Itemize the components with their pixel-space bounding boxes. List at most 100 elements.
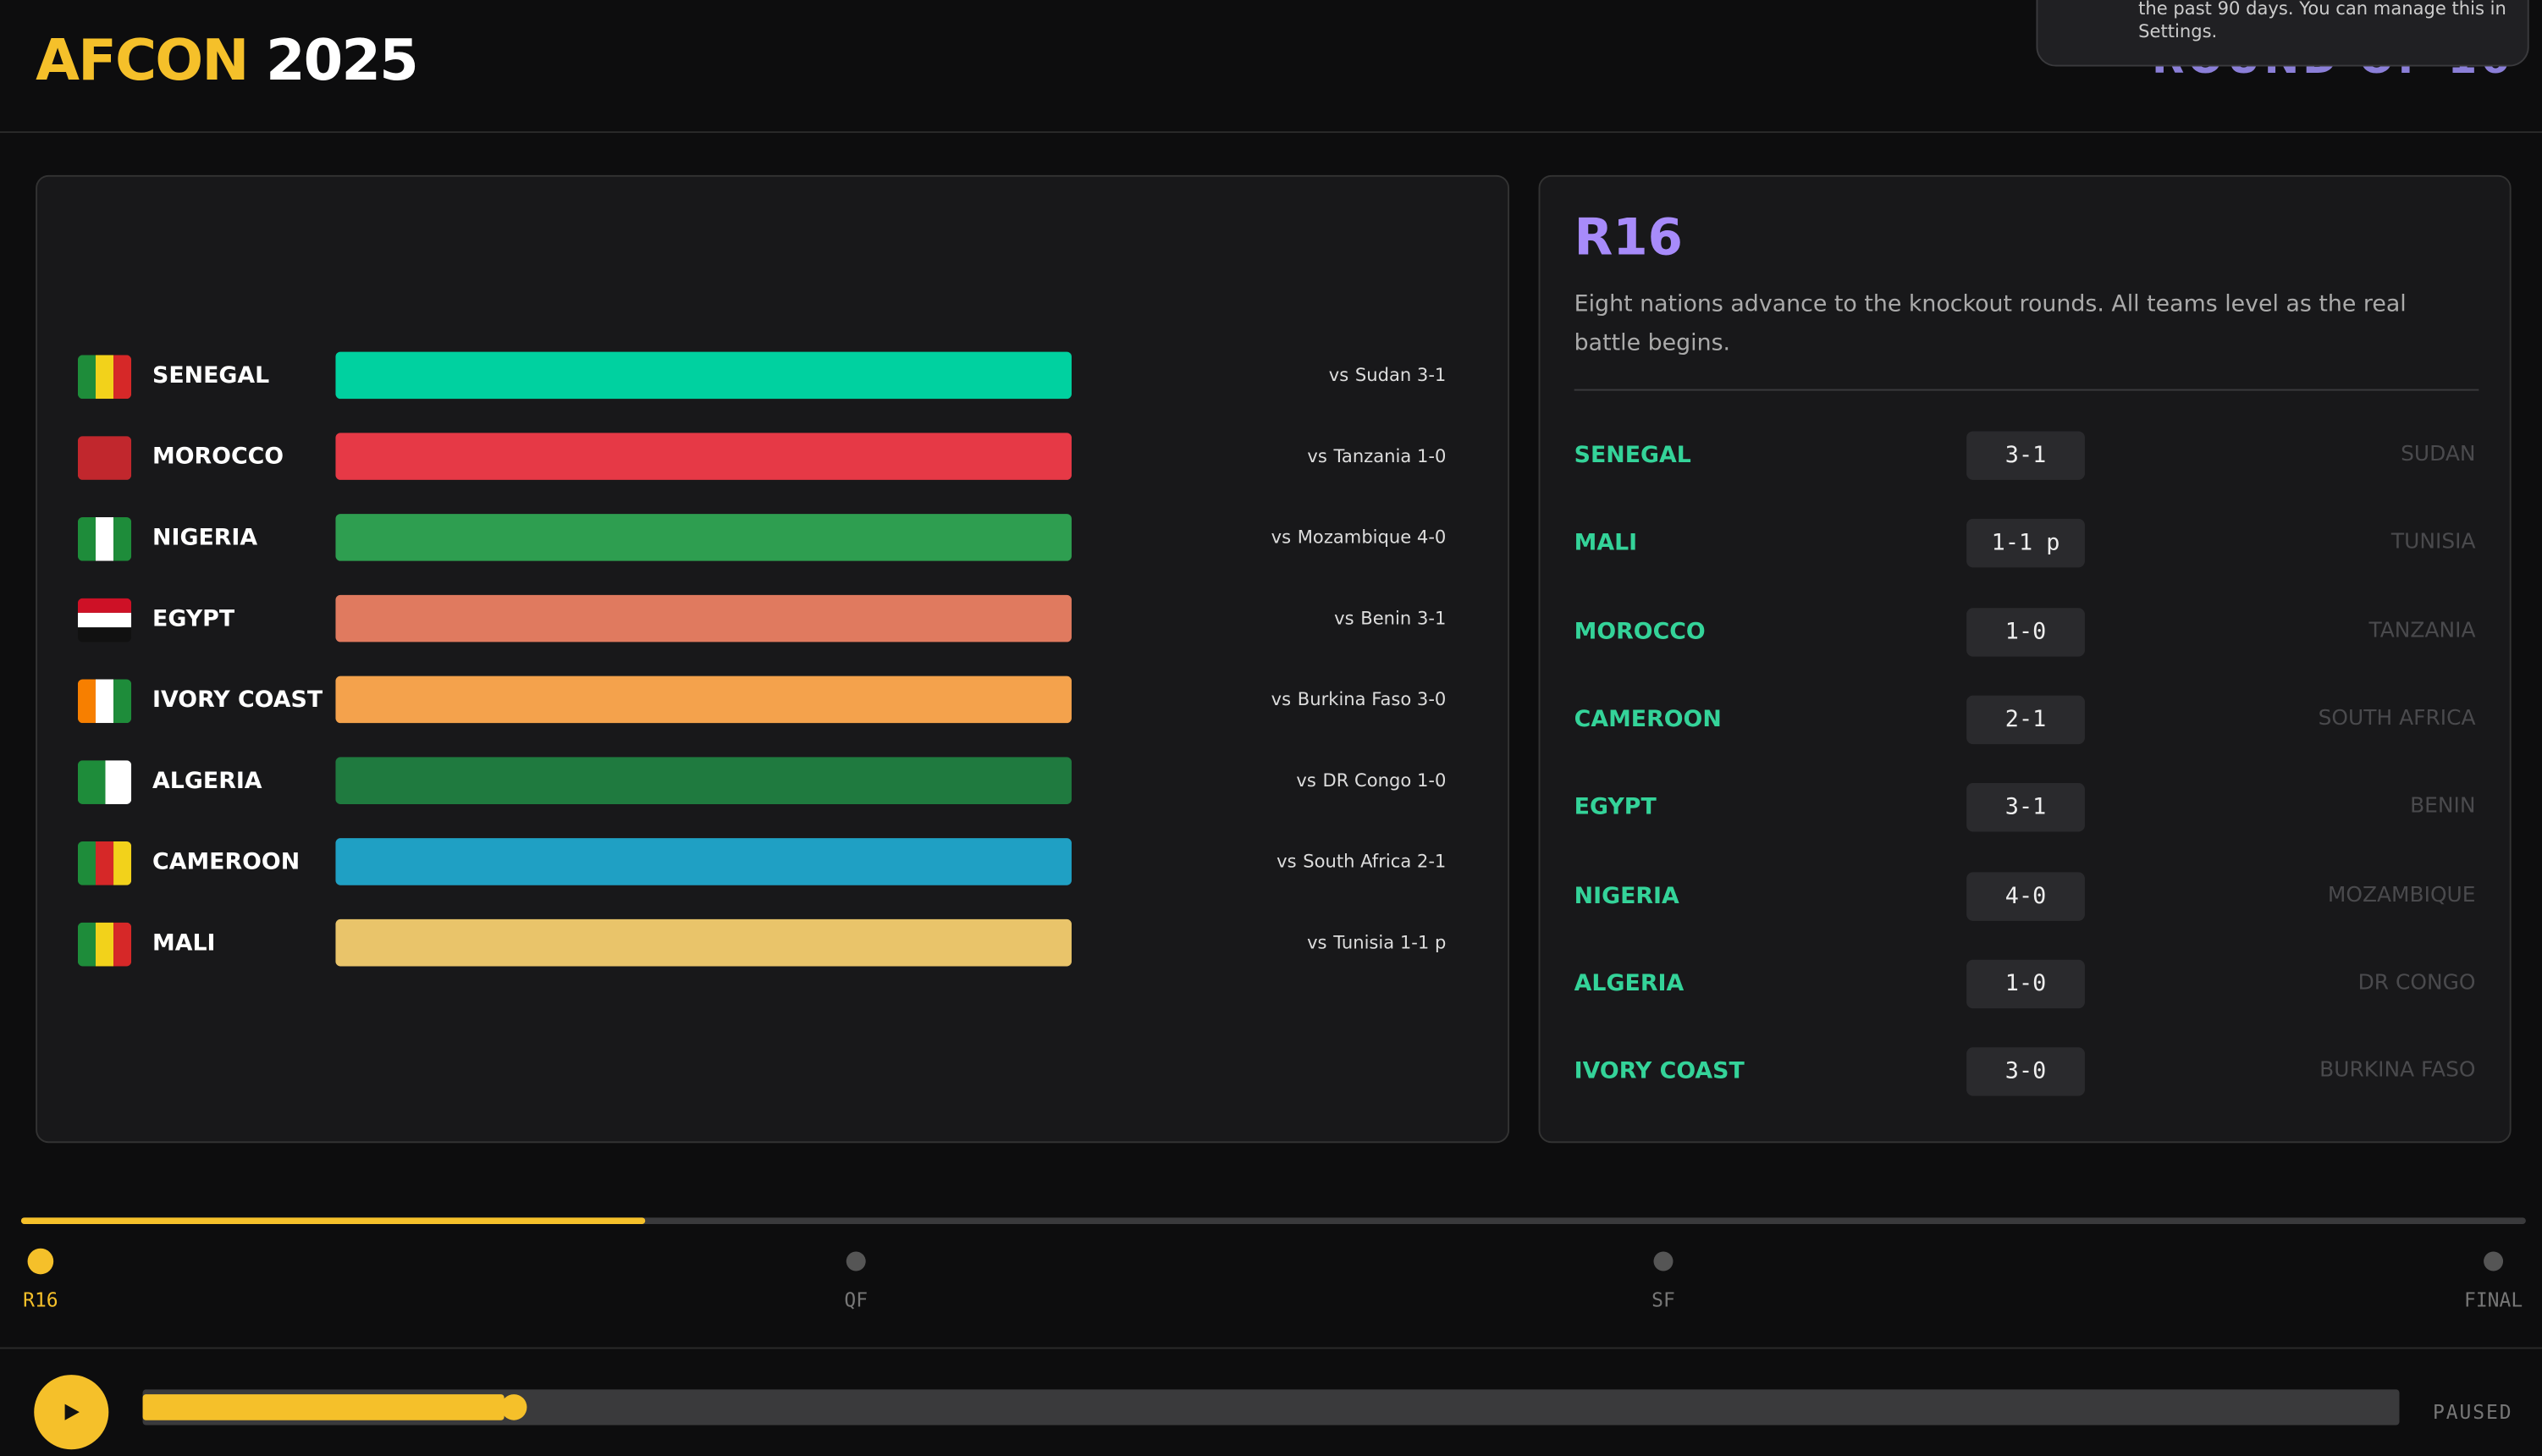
stage-dot [846, 1251, 866, 1271]
loser: BENIN [2410, 794, 2476, 819]
score: 1-1 p [1966, 519, 2085, 568]
score: 2-1 [1966, 695, 2085, 744]
vs-label: vs [1296, 769, 1316, 791]
result-text: Sudan 3-1 [1354, 364, 1447, 386]
team-bar [335, 594, 1072, 643]
timeline-track[interactable] [20, 1217, 2526, 1224]
standings-panel: SENEGAL vs Sudan 3-1 MOROCCO vs Tanzania 1-0 N… [36, 174, 1510, 1144]
loser: BURKINA FASO [2319, 1058, 2476, 1084]
flag [77, 760, 132, 804]
round-panel: R16 Eight nations advance to the knockou… [1538, 174, 2512, 1144]
score: 3-1 [1966, 783, 2085, 832]
team-name: SENEGAL [152, 363, 270, 389]
divider [1574, 389, 2479, 391]
playback-slider[interactable] [142, 1389, 2400, 1426]
flag [77, 355, 132, 400]
team-name: MOROCCO [152, 444, 284, 471]
playback-progress [142, 1394, 505, 1420]
result-text: Mozambique 4-0 [1297, 527, 1447, 549]
title-accent: AFCON [36, 29, 249, 95]
toast[interactable]: the past 90 days. You can manage this in… [2036, 0, 2529, 67]
match-result: vs DR Congo 1-0 [1296, 765, 1446, 797]
match-result: vs Sudan 3-1 [1329, 360, 1447, 392]
round-title: R16 [1574, 209, 1684, 268]
match-result: vs Benin 3-1 [1334, 603, 1446, 635]
winner: EGYPT [1574, 794, 1657, 821]
stage-label: FINAL [2463, 1288, 2523, 1312]
stage-label: R16 [23, 1288, 58, 1312]
team-bar [335, 838, 1072, 885]
vs-label: vs [1277, 851, 1297, 873]
vs-label: vs [1307, 445, 1327, 467]
team-bar [335, 433, 1072, 480]
round-description: Eight nations advance to the knockout ro… [1574, 291, 2407, 357]
score: 4-0 [1966, 871, 2085, 920]
team-bar [335, 918, 1072, 967]
loser: SUDAN [2401, 442, 2476, 467]
vs-label: vs [1328, 364, 1349, 386]
team-bar [335, 757, 1072, 804]
winner: ALGERIA [1574, 970, 1685, 997]
winner: CAMEROON [1574, 706, 1722, 733]
play-button[interactable] [34, 1375, 109, 1450]
match-result: vs Mozambique 4-0 [1271, 522, 1447, 554]
result-text: Burkina Faso 3-0 [1297, 688, 1447, 710]
result-text: Benin 3-1 [1360, 608, 1447, 630]
stage-dot [1653, 1251, 1674, 1271]
stage-label: SF [1651, 1288, 1675, 1312]
stage-dot [2484, 1251, 2504, 1271]
winner: MALI [1574, 530, 1638, 557]
footer-divider [0, 1347, 2542, 1349]
team-name: IVORY COAST [152, 687, 323, 714]
result-text: South Africa 2-1 [1303, 851, 1447, 873]
match-result: vs Tunisia 1-1 p [1307, 927, 1446, 959]
score: 3-0 [1966, 1047, 2085, 1096]
winner: IVORY COAST [1574, 1058, 1745, 1085]
vs-label: vs [1271, 527, 1292, 549]
flag [77, 922, 132, 967]
team-name: EGYPT [152, 606, 235, 632]
team-name: ALGERIA [152, 768, 262, 795]
match-result: vs Tanzania 1-0 [1307, 441, 1446, 473]
flag [77, 679, 132, 724]
score: 3-1 [1966, 431, 2085, 480]
stage-label: QF [844, 1288, 868, 1312]
match-result: vs Burkina Faso 3-0 [1271, 684, 1447, 716]
loser: DR CONGO [2357, 970, 2476, 995]
score: 1-0 [1966, 607, 2085, 656]
loser: MOZAMBIQUE [2327, 882, 2476, 907]
slider-knob[interactable] [500, 1394, 527, 1420]
score: 1-0 [1966, 959, 2085, 1008]
stage-dot [27, 1248, 54, 1275]
winner: MOROCCO [1574, 618, 1706, 645]
result-text: Tunisia 1-1 p [1333, 932, 1447, 954]
timeline-progress [20, 1217, 646, 1224]
flag [77, 598, 132, 643]
team-bar [335, 514, 1072, 561]
winner: NIGERIA [1574, 882, 1679, 909]
team-bar [335, 676, 1072, 724]
app-title: AFCON 2025 [36, 29, 419, 95]
winner: SENEGAL [1574, 442, 1691, 469]
team-name: NIGERIA [152, 525, 258, 552]
team-bar [335, 351, 1072, 400]
flag [77, 436, 132, 480]
title-rest: 2025 [265, 29, 419, 95]
vs-label: vs [1307, 932, 1327, 954]
team-name: CAMEROON [152, 849, 301, 876]
team-name: MALI [152, 930, 216, 957]
result-text: DR Congo 1-0 [1322, 769, 1447, 791]
vs-label: vs [1334, 608, 1354, 630]
flag [77, 516, 132, 561]
vs-label: vs [1271, 688, 1292, 710]
loser: SOUTH AFRICA [2318, 706, 2476, 731]
play-icon [64, 1404, 80, 1420]
player-status: PAUSED [2433, 1400, 2513, 1424]
toast-text: the past 90 days. You can manage this in… [2138, 0, 2506, 42]
header-divider [0, 131, 2542, 134]
loser: TANZANIA [2368, 618, 2476, 643]
flag [77, 841, 132, 885]
loser: TUNISIA [2390, 530, 2476, 555]
